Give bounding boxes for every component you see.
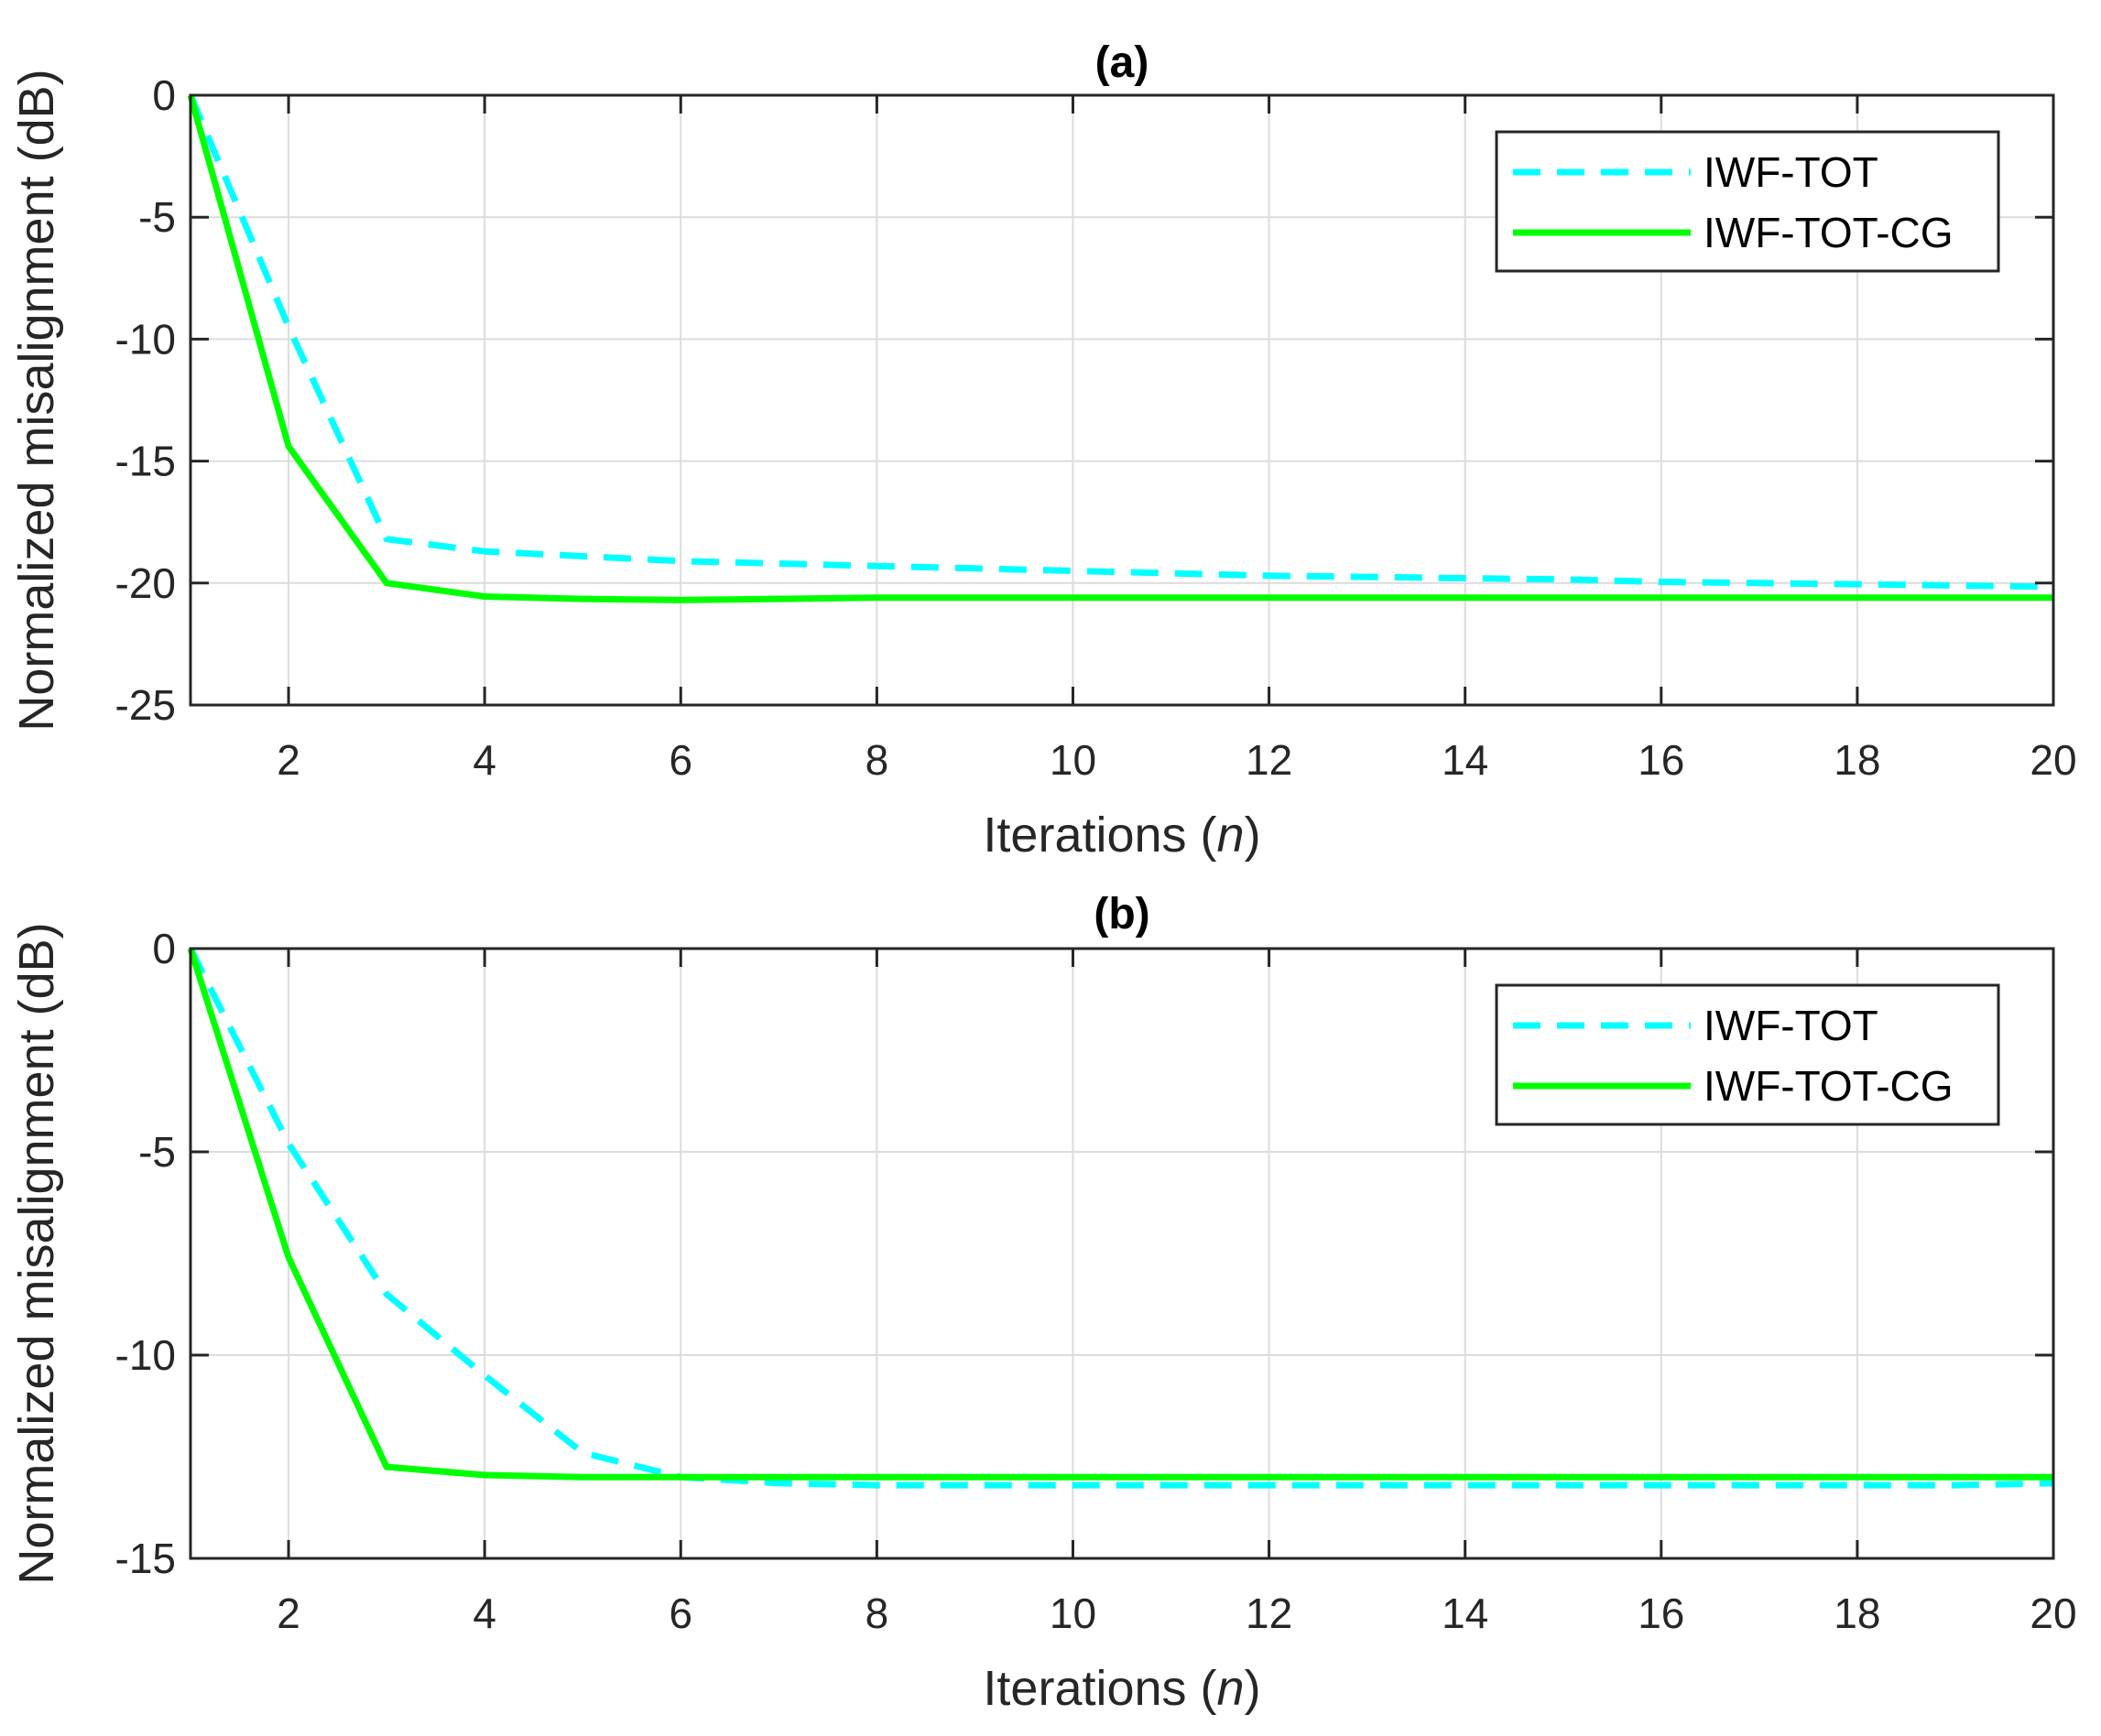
x-tick-label: 20 bbox=[2030, 736, 2076, 784]
axes-box bbox=[189, 93, 2055, 707]
x-tick-label: 6 bbox=[669, 1590, 692, 1637]
x-tick-label: 2 bbox=[277, 1590, 300, 1637]
x-tick-label: 20 bbox=[2030, 1590, 2076, 1637]
y-axis-label: Normalized misalignment (dB) bbox=[9, 69, 64, 731]
series-line-iwf-tot bbox=[187, 947, 2054, 1489]
x-tick-label: 10 bbox=[1050, 1590, 1096, 1637]
legend-box bbox=[1495, 130, 2000, 273]
y-tick-label: -15 bbox=[115, 1535, 176, 1582]
y-axis-label: Normalized misalignment (dB) bbox=[9, 922, 64, 1584]
y-tick-label: -25 bbox=[115, 681, 176, 729]
x-tick-label: 12 bbox=[1246, 736, 1292, 784]
x-tick-label: 6 bbox=[669, 736, 692, 784]
x-axis-label: Iterations (n) bbox=[983, 1661, 1260, 1716]
x-tick-label: 14 bbox=[1442, 1590, 1488, 1637]
legend: IWF-TOT IWF-TOT-CG bbox=[1495, 130, 2000, 273]
y-tick-label: -20 bbox=[115, 559, 176, 607]
chart-title: (a) bbox=[1095, 38, 1149, 87]
x-tick-label: 2 bbox=[277, 736, 300, 784]
x-tick-label: 14 bbox=[1442, 736, 1488, 784]
x-tick-label: 8 bbox=[865, 736, 889, 784]
axes-box bbox=[189, 947, 2055, 1560]
chart-title: (b) bbox=[1094, 890, 1149, 939]
x-tick-label: 10 bbox=[1050, 736, 1096, 784]
legend-entry-iwf-tot-cg: IWF-TOT-CG bbox=[1704, 1062, 1954, 1110]
x-tick-label: 16 bbox=[1638, 1590, 1684, 1637]
legend-entry-iwf-tot: IWF-TOT bbox=[1704, 1002, 1878, 1049]
x-tick-label: 12 bbox=[1246, 1590, 1292, 1637]
subplot-b: 2 4 6 8 10 12 14 16 18 20 0 -5 -10 -15 (b) Iterations (… bbox=[9, 890, 2077, 1716]
y-tick-label: 0 bbox=[152, 925, 176, 972]
legend-box bbox=[1495, 983, 2000, 1126]
x-tick-label: 8 bbox=[865, 1590, 889, 1637]
y-tick-label: -15 bbox=[115, 438, 176, 485]
y-tick-label: -5 bbox=[138, 1128, 176, 1176]
x-axis-label: Iterations (n) bbox=[983, 808, 1260, 863]
series-line-iwf-tot-cg bbox=[187, 947, 2053, 1481]
legend: IWF-TOT IWF-TOT-CG bbox=[1495, 983, 2000, 1126]
legend-entry-iwf-tot-cg: IWF-TOT-CG bbox=[1704, 209, 1954, 256]
y-tick-label: 0 bbox=[152, 71, 176, 119]
x-tick-label: 16 bbox=[1638, 736, 1684, 784]
x-tick-label: 4 bbox=[473, 736, 496, 784]
legend-entry-iwf-tot: IWF-TOT bbox=[1704, 148, 1878, 196]
x-tick-label: 18 bbox=[1834, 1590, 1880, 1637]
y-tick-label: -5 bbox=[138, 193, 176, 241]
x-tick-label: 4 bbox=[473, 1590, 496, 1637]
y-tick-label: -10 bbox=[115, 315, 176, 363]
x-tick-label: 18 bbox=[1834, 736, 1880, 784]
y-tick-label: -10 bbox=[115, 1331, 176, 1379]
series-line-iwf-tot-cg bbox=[187, 94, 2053, 603]
subplot-a: 2 4 6 8 10 12 14 16 18 20 0 -5 -10 -15 -20 -25 (a) Iterat… bbox=[9, 38, 2077, 863]
